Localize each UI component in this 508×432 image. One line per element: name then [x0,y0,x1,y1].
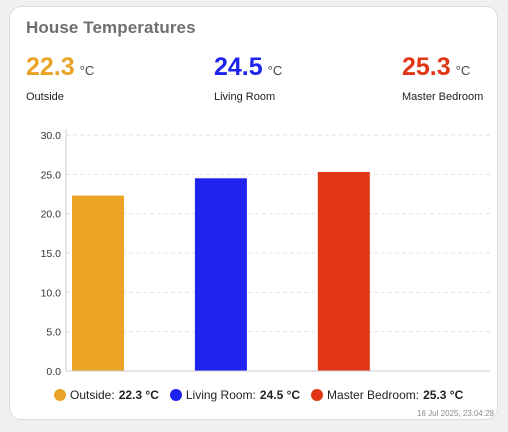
legend-value-outside: 22.3 °C [118,388,159,402]
legend-label-outside: Outside: [70,388,115,402]
legend-label-living-room: Living Room: [185,388,256,402]
sensor-outside[interactable]: 22.3 °C Outside [26,53,94,103]
legend-item-living-room[interactable]: Living Room: 24.5 °C [169,388,301,402]
legend-dot-outside [54,389,66,401]
sensor-master-bedroom-label: Master Bedroom [402,91,484,103]
house-temperatures-card[interactable]: House Temperatures 22.3 °C Outside 24.5 … [9,6,498,420]
legend-dot-master-bedroom [311,389,324,401]
card-title: House Temperatures [26,18,196,37]
sensor-outside-unit: °C [79,63,95,78]
y-tick-label: 15.0 [41,248,62,260]
sensor-outside-label: Outside [26,91,64,103]
y-tick-label: 5.0 [46,327,61,339]
bar-outside [72,195,124,371]
sensor-master-bedroom-unit: °C [455,63,471,78]
legend-value-master-bedroom: 25.3 °C [423,388,464,402]
legend-dot-living-room [169,389,182,401]
y-tick-label: 10.0 [41,287,62,299]
bar-master-bedroom [317,171,370,371]
sensor-master-bedroom-value: 25.3 [402,53,451,81]
temperature-bar-chart: 0.0 5.0 10.0 15.0 20.0 25.0 30.0 [41,129,490,378]
sensor-living-room-unit: °C [267,63,283,78]
sensor-living-room[interactable]: 24.5 °C Living Room [214,53,282,103]
sensor-living-room-value: 24.5 [214,53,263,81]
y-tick-label: 30.0 [41,130,62,142]
legend-value-living-room: 24.5 °C [259,388,301,402]
last-updated-timestamp: 16 Jul 2025, 23:04:28 [417,409,494,418]
y-tick-label: 20.0 [41,209,62,221]
legend-label-master-bedroom: Master Bedroom: [327,388,420,402]
chart-legend: Outside: 22.3 °C Living Room: 24.5 °C Ma… [54,388,474,402]
sensor-outside-value: 22.3 [26,53,75,81]
y-tick-label: 0.0 [46,366,61,378]
legend-item-outside[interactable]: Outside: 22.3 °C [54,388,159,402]
legend-item-master-bedroom[interactable]: Master Bedroom: 25.3 °C [311,388,463,402]
bar-living-room [194,178,247,371]
sensor-master-bedroom[interactable]: 25.3 °C Master Bedroom [402,53,483,103]
y-tick-label: 25.0 [41,169,62,181]
sensor-living-room-label: Living Room [214,91,276,103]
